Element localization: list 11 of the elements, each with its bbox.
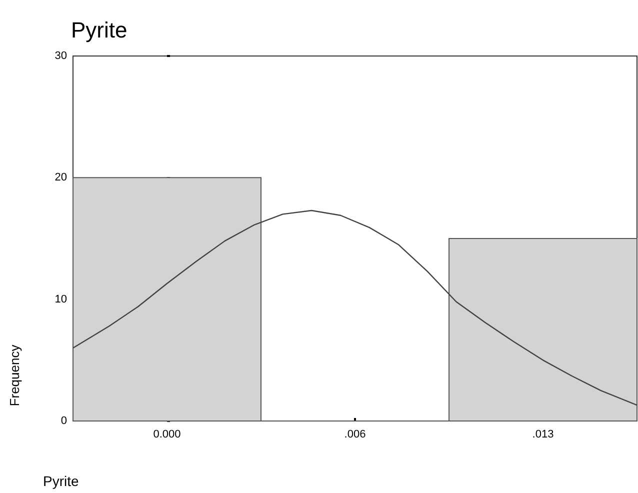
y-tick-label: 20: [54, 172, 67, 184]
x-axis-title: Pyrite: [43, 473, 79, 489]
x-tick-label: .006: [344, 428, 366, 440]
chart-title: Pyrite: [71, 18, 128, 42]
y-tick-label: 0: [60, 415, 67, 427]
y-tick-label: 30: [54, 50, 67, 62]
y-tick-label: 10: [54, 293, 67, 306]
x-tick-label: 0.000: [153, 428, 181, 440]
x-tick-label: .013: [532, 428, 554, 440]
y-axis-title: Frequency: [7, 344, 22, 406]
line-series: [72, 210, 638, 406]
